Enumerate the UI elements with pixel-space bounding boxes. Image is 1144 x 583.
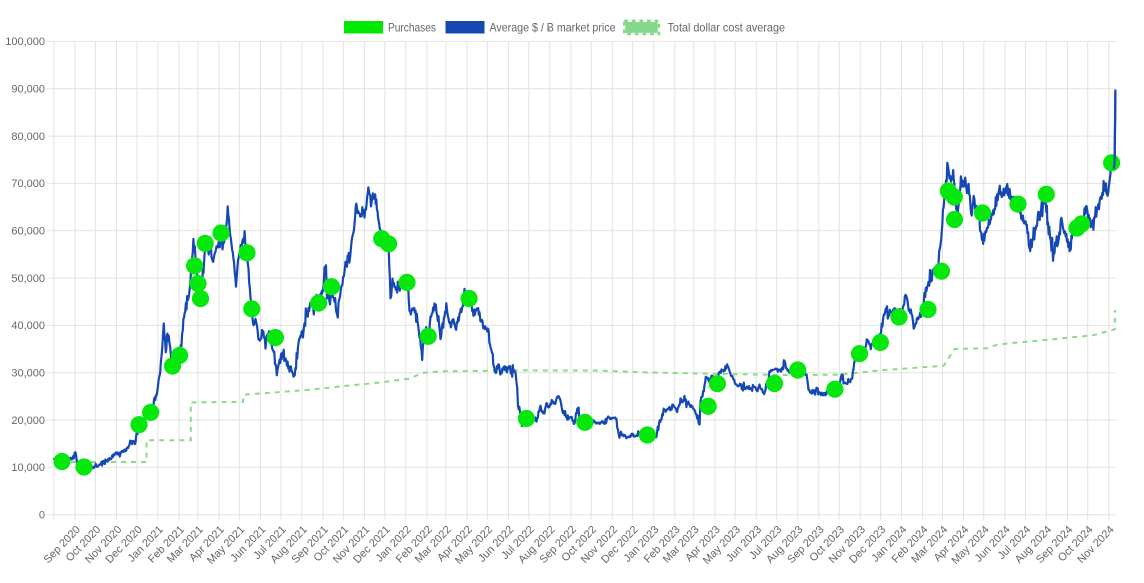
- svg-text:0: 0: [39, 510, 45, 522]
- svg-text:90,000: 90,000: [11, 84, 45, 96]
- svg-text:10,000: 10,000: [11, 462, 45, 474]
- svg-text:Total dollar cost average: Total dollar cost average: [668, 21, 786, 35]
- svg-text:60,000: 60,000: [11, 226, 45, 238]
- svg-text:70,000: 70,000: [11, 178, 45, 190]
- svg-text:20,000: 20,000: [11, 415, 45, 427]
- svg-text:Purchases: Purchases: [388, 21, 436, 35]
- svg-text:Average $ / Ƀ market price: Average $ / Ƀ market price: [490, 21, 616, 35]
- svg-text:30,000: 30,000: [11, 368, 45, 380]
- svg-text:80,000: 80,000: [11, 131, 45, 143]
- svg-text:40,000: 40,000: [11, 320, 45, 332]
- svg-text:100,000: 100,000: [5, 36, 45, 48]
- svg-text:50,000: 50,000: [11, 273, 45, 285]
